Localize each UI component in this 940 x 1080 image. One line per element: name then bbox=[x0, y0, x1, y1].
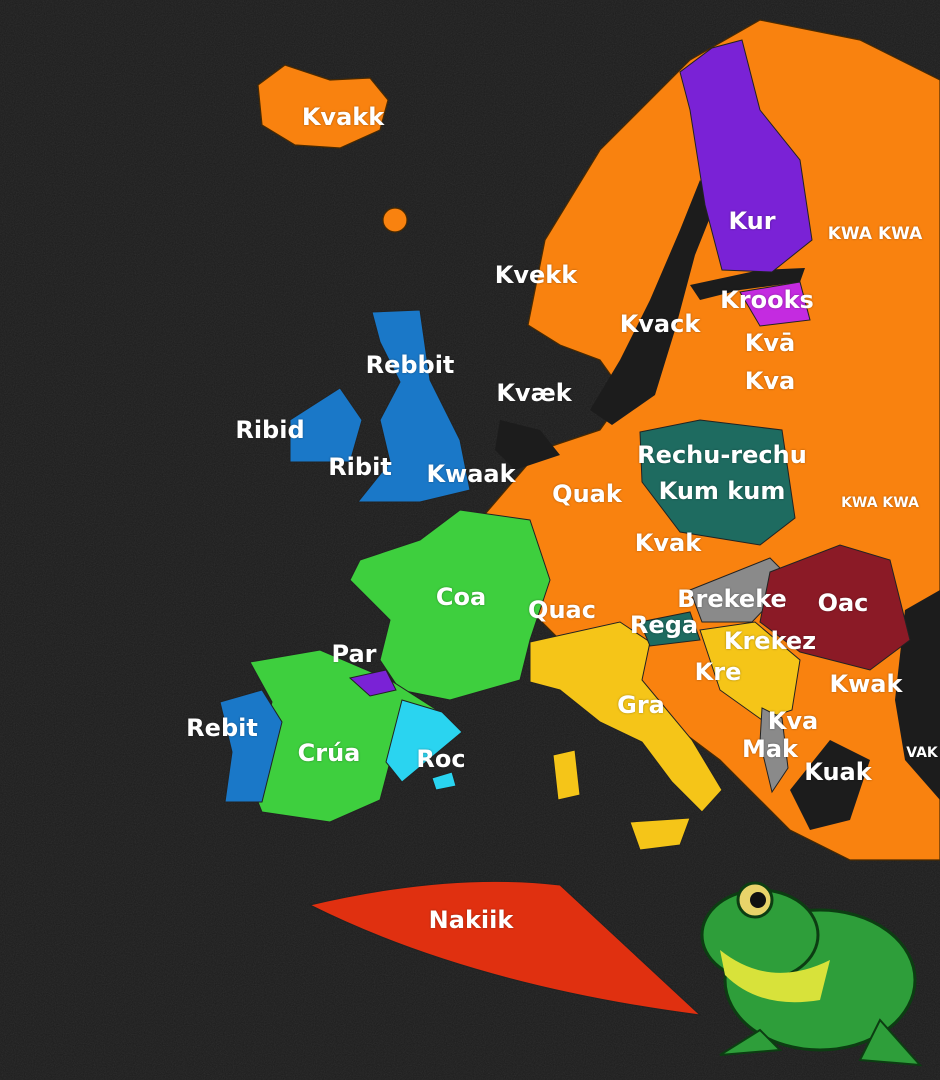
label-wales: Ribit bbox=[328, 453, 392, 481]
label-serbia: Krekez bbox=[723, 627, 817, 655]
label-basque: Par bbox=[331, 640, 377, 668]
label-north-africa: Nakiik bbox=[428, 906, 514, 934]
label-poland-1: Rechu-rechu bbox=[637, 441, 807, 469]
label-sweden: Kvack bbox=[619, 310, 701, 338]
sea-baltic bbox=[590, 180, 715, 425]
label-italy: Gra bbox=[617, 691, 665, 719]
label-estonia: Krooks bbox=[720, 286, 814, 314]
label-lithuania: Kva bbox=[744, 367, 796, 395]
region-faroe bbox=[382, 207, 408, 233]
label-england: Rebbit bbox=[365, 351, 455, 379]
sea-aegean bbox=[790, 740, 870, 830]
label-romania: Oac bbox=[817, 589, 869, 617]
label-russia: KWA KWA bbox=[827, 224, 923, 244]
region-poland bbox=[639, 419, 796, 546]
region-slovenia bbox=[639, 611, 701, 647]
label-poland-2: Kum kum bbox=[658, 477, 786, 505]
region-sicily bbox=[629, 817, 691, 851]
label-denmark: Kvæk bbox=[496, 379, 572, 407]
region-romania bbox=[759, 544, 911, 671]
label-albania: Mak bbox=[741, 735, 799, 763]
sea-gulf-of-finland bbox=[690, 268, 805, 300]
region-sardinia bbox=[552, 749, 581, 801]
label-netherlands: Kwaak bbox=[426, 460, 516, 488]
region-albania bbox=[759, 707, 789, 794]
label-germany: Quak bbox=[552, 480, 622, 508]
label-catalonia: Roc bbox=[416, 745, 466, 773]
frog-illustration bbox=[700, 881, 923, 1067]
label-croatia: Kre bbox=[694, 658, 742, 686]
label-france: Coa bbox=[435, 583, 487, 611]
region-north-africa bbox=[308, 880, 702, 1016]
region-estonia bbox=[739, 281, 811, 327]
label-iceland: Kvakk bbox=[301, 103, 385, 131]
label-norway: Kvekk bbox=[494, 261, 578, 289]
region-finland bbox=[679, 39, 813, 273]
label-bulgaria: Kwak bbox=[829, 670, 903, 698]
region-balearic bbox=[431, 771, 457, 791]
label-greece: Kuak bbox=[804, 758, 872, 786]
region-iceland bbox=[257, 64, 389, 149]
label-macedonia: Kva bbox=[767, 707, 819, 735]
label-czechia: Kvak bbox=[634, 529, 702, 557]
label-turkey: VAK bbox=[906, 745, 938, 761]
label-spain: Crúa bbox=[297, 739, 361, 767]
region-catalonia bbox=[385, 699, 463, 783]
label-portugal: Rebit bbox=[186, 714, 258, 742]
sea-north bbox=[495, 420, 560, 470]
region-balkans-yellow bbox=[699, 621, 801, 721]
region-france bbox=[349, 509, 551, 701]
label-latvia: Kvā bbox=[744, 329, 796, 357]
label-finland: Kur bbox=[728, 207, 776, 235]
label-ireland: Ribid bbox=[235, 416, 305, 444]
label-switzerland: Quac bbox=[528, 596, 596, 624]
label-hungary: Brekeke bbox=[677, 585, 787, 613]
region-great-britain bbox=[356, 309, 471, 503]
region-ireland bbox=[289, 387, 363, 463]
label-ukraine: KWA KWA bbox=[841, 495, 919, 511]
label-slovenia: Rega bbox=[629, 611, 699, 639]
region-basque bbox=[348, 669, 397, 697]
region-portugal bbox=[219, 689, 283, 803]
